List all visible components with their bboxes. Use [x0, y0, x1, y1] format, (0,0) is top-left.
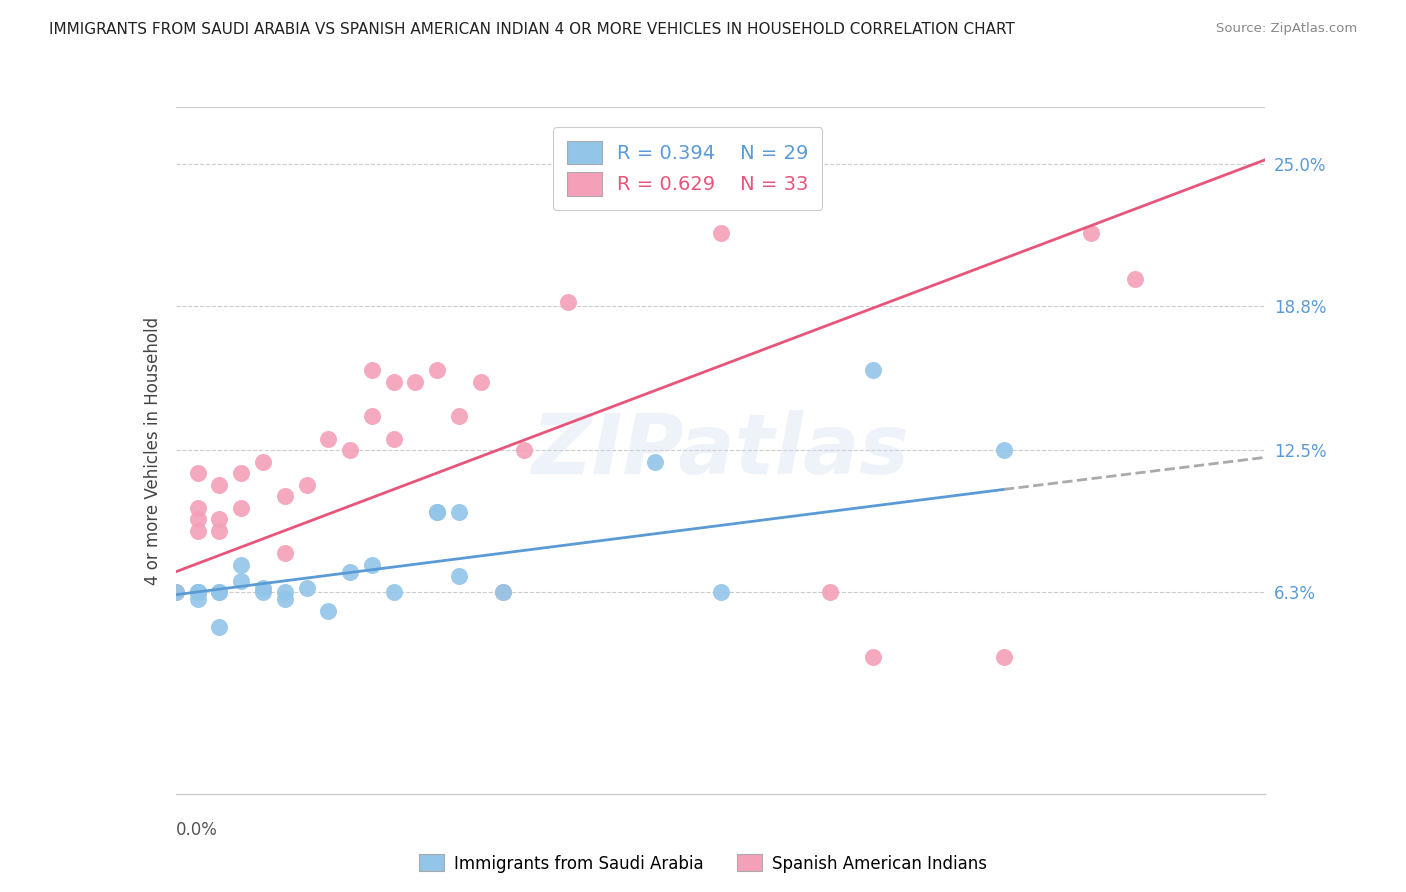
Text: ZIPatlas: ZIPatlas	[531, 410, 910, 491]
Point	[993, 443, 1015, 458]
Point	[186, 524, 209, 538]
Point	[231, 574, 253, 588]
Point	[186, 585, 209, 599]
Point	[186, 512, 209, 526]
Point	[186, 500, 209, 515]
Text: 0.0%: 0.0%	[176, 822, 218, 839]
Point	[208, 524, 231, 538]
Point	[318, 432, 340, 446]
Point	[360, 558, 382, 572]
Point	[252, 455, 274, 469]
Point	[360, 409, 382, 423]
Point	[382, 585, 405, 599]
Legend: Immigrants from Saudi Arabia, Spanish American Indians: Immigrants from Saudi Arabia, Spanish Am…	[412, 847, 994, 880]
Point	[513, 443, 536, 458]
Point	[405, 375, 427, 389]
Point	[274, 489, 297, 503]
Point	[339, 565, 361, 579]
Point	[186, 585, 209, 599]
Point	[208, 585, 231, 599]
Point	[1080, 226, 1102, 240]
Point	[252, 585, 274, 599]
Point	[252, 581, 274, 595]
Point	[382, 432, 405, 446]
Point	[360, 363, 382, 377]
Point	[710, 585, 733, 599]
Point	[426, 505, 449, 519]
Text: IMMIGRANTS FROM SAUDI ARABIA VS SPANISH AMERICAN INDIAN 4 OR MORE VEHICLES IN HO: IMMIGRANTS FROM SAUDI ARABIA VS SPANISH …	[49, 22, 1015, 37]
Y-axis label: 4 or more Vehicles in Household: 4 or more Vehicles in Household	[143, 317, 162, 584]
Point	[1123, 271, 1146, 285]
Point	[492, 585, 515, 599]
Point	[208, 478, 231, 492]
Point	[447, 409, 470, 423]
Point	[426, 363, 449, 377]
Point	[231, 558, 253, 572]
Point	[862, 649, 884, 664]
Point	[165, 585, 187, 599]
Point	[274, 592, 297, 607]
Legend: R = 0.394    N = 29, R = 0.629    N = 33: R = 0.394 N = 29, R = 0.629 N = 33	[554, 127, 823, 210]
Point	[231, 500, 253, 515]
Point	[186, 592, 209, 607]
Point	[274, 585, 297, 599]
Point	[426, 505, 449, 519]
Point	[710, 226, 733, 240]
Point	[447, 569, 470, 583]
Point	[208, 620, 231, 634]
Point	[818, 585, 841, 599]
Point	[382, 375, 405, 389]
Point	[644, 455, 666, 469]
Point	[339, 443, 361, 458]
Point	[208, 585, 231, 599]
Point	[274, 546, 297, 561]
Point	[208, 512, 231, 526]
Point	[993, 649, 1015, 664]
Point	[295, 478, 318, 492]
Text: Source: ZipAtlas.com: Source: ZipAtlas.com	[1216, 22, 1357, 36]
Point	[492, 585, 515, 599]
Point	[186, 585, 209, 599]
Point	[186, 467, 209, 481]
Point	[470, 375, 492, 389]
Point	[295, 581, 318, 595]
Point	[862, 363, 884, 377]
Point	[557, 294, 579, 309]
Point	[447, 505, 470, 519]
Point	[165, 585, 187, 599]
Point	[231, 467, 253, 481]
Point	[186, 585, 209, 599]
Point	[318, 604, 340, 618]
